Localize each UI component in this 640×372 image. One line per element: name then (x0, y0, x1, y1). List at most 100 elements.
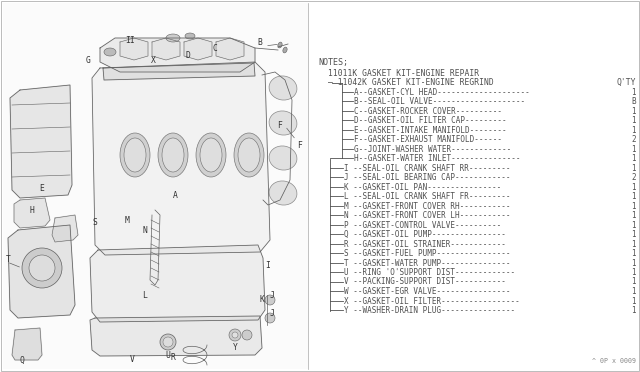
Text: Q'TY: Q'TY (616, 78, 636, 87)
Text: 2: 2 (632, 173, 636, 182)
Text: J: J (269, 291, 275, 299)
Ellipse shape (166, 34, 180, 42)
Text: 1: 1 (632, 164, 636, 173)
Text: W --GASKET-EGR VALVE----------------: W --GASKET-EGR VALVE---------------- (344, 287, 511, 296)
Text: N: N (143, 225, 147, 234)
Polygon shape (10, 85, 72, 198)
Text: L: L (143, 291, 147, 299)
Text: B: B (632, 97, 636, 106)
Text: B: B (257, 38, 262, 46)
Ellipse shape (124, 138, 146, 172)
Text: M: M (125, 215, 129, 224)
Text: 1: 1 (632, 221, 636, 230)
Polygon shape (103, 63, 255, 80)
Text: H--GASKET-WATER INLET---------------: H--GASKET-WATER INLET--------------- (354, 154, 520, 163)
Text: I --SEAL-OIL CRANK SHAFT RR---------: I --SEAL-OIL CRANK SHAFT RR--------- (344, 164, 511, 173)
Text: 1: 1 (632, 116, 636, 125)
Text: R --GASKET-OIL STRAINER------------: R --GASKET-OIL STRAINER------------ (344, 240, 506, 248)
Ellipse shape (269, 76, 297, 100)
Text: 1: 1 (632, 87, 636, 96)
Text: X --GASKET-OIL FILTER-----------------: X --GASKET-OIL FILTER----------------- (344, 296, 520, 305)
Polygon shape (216, 38, 244, 60)
Ellipse shape (269, 111, 297, 135)
Text: J --SEAL-OIL BEARING CAP------------: J --SEAL-OIL BEARING CAP------------ (344, 173, 511, 182)
Circle shape (163, 337, 173, 347)
Text: 1: 1 (632, 211, 636, 220)
Text: S --GASKET-FUEL PUMP----------------: S --GASKET-FUEL PUMP---------------- (344, 249, 511, 258)
Ellipse shape (200, 138, 222, 172)
Polygon shape (12, 328, 42, 360)
Circle shape (265, 313, 275, 323)
Text: 1: 1 (632, 154, 636, 163)
Text: — 11042K GASKET KIT-ENGINE REGRIND: — 11042K GASKET KIT-ENGINE REGRIND (328, 78, 493, 87)
Text: 2: 2 (632, 135, 636, 144)
Text: M --GASKET-FRONT COVER RH-----------: M --GASKET-FRONT COVER RH----------- (344, 202, 511, 211)
Text: 1: 1 (632, 202, 636, 211)
Ellipse shape (234, 133, 264, 177)
Text: E: E (40, 183, 44, 192)
Ellipse shape (283, 47, 287, 53)
Text: P --GASKET-CONTROL VALVE----------: P --GASKET-CONTROL VALVE---------- (344, 221, 501, 230)
Text: G: G (86, 55, 90, 64)
Text: D--GASKET-OIL FILTER CAP---------: D--GASKET-OIL FILTER CAP--------- (354, 116, 507, 125)
Text: E--GASKET-INTAKE MANIFOLD--------: E--GASKET-INTAKE MANIFOLD-------- (354, 125, 507, 135)
Text: K: K (260, 295, 264, 305)
Polygon shape (184, 38, 212, 60)
Text: T --GASKET-WATER PUMP---------------: T --GASKET-WATER PUMP--------------- (344, 259, 511, 267)
Text: 1: 1 (632, 192, 636, 201)
Ellipse shape (162, 138, 184, 172)
Text: 1: 1 (632, 268, 636, 277)
Circle shape (22, 248, 62, 288)
Text: II: II (125, 35, 135, 45)
Circle shape (232, 332, 238, 338)
Polygon shape (92, 62, 270, 255)
Text: Y: Y (232, 343, 237, 353)
Text: C: C (212, 44, 218, 52)
Circle shape (229, 329, 241, 341)
Polygon shape (120, 38, 148, 60)
Text: 11011K GASKET KIT-ENGINE REPAIR: 11011K GASKET KIT-ENGINE REPAIR (328, 68, 479, 77)
Text: F: F (298, 141, 303, 150)
Text: H: H (29, 205, 35, 215)
Ellipse shape (158, 133, 188, 177)
Text: F--GASKET-EXHAUST MANIFOLD------: F--GASKET-EXHAUST MANIFOLD------ (354, 135, 502, 144)
Text: A--GASKET-CYL HEAD--------------------: A--GASKET-CYL HEAD-------------------- (354, 87, 530, 96)
Text: 1: 1 (632, 183, 636, 192)
Text: 1: 1 (632, 296, 636, 305)
Text: V --PACKING-SUPPORT DIST-----------: V --PACKING-SUPPORT DIST----------- (344, 278, 506, 286)
Text: I: I (266, 260, 271, 269)
Circle shape (265, 295, 275, 305)
Text: 1: 1 (632, 125, 636, 135)
Ellipse shape (269, 146, 297, 170)
Polygon shape (52, 215, 78, 242)
Ellipse shape (269, 181, 297, 205)
Text: Y --WASHER-DRAIN PLUG----------------: Y --WASHER-DRAIN PLUG---------------- (344, 306, 515, 315)
Ellipse shape (238, 138, 260, 172)
Text: K --GASKET-OIL PAN----------------: K --GASKET-OIL PAN---------------- (344, 183, 501, 192)
Polygon shape (90, 245, 265, 322)
Text: V: V (129, 356, 134, 365)
Text: 1: 1 (632, 249, 636, 258)
Ellipse shape (278, 42, 282, 48)
Polygon shape (100, 38, 255, 72)
Text: ^ 0P x 0009: ^ 0P x 0009 (592, 358, 636, 364)
Text: J: J (269, 308, 275, 317)
Ellipse shape (120, 133, 150, 177)
Text: L --SEAL-OIL CRANK SHAFT FR---------: L --SEAL-OIL CRANK SHAFT FR--------- (344, 192, 511, 201)
Text: 1: 1 (632, 259, 636, 267)
Text: 1: 1 (632, 306, 636, 315)
Text: Q: Q (20, 356, 24, 365)
Ellipse shape (185, 33, 195, 39)
Text: Q --GASKET-OIL PUMP----------------: Q --GASKET-OIL PUMP---------------- (344, 230, 506, 239)
Text: X: X (150, 55, 156, 64)
Text: B--SEAL-OIL VALVE--------------------: B--SEAL-OIL VALVE-------------------- (354, 97, 525, 106)
Text: N --GASKET-FRONT COVER LH-----------: N --GASKET-FRONT COVER LH----------- (344, 211, 511, 220)
Text: R: R (171, 353, 175, 362)
Polygon shape (90, 316, 262, 356)
Text: C--GASKET-ROCKER COVER----------: C--GASKET-ROCKER COVER---------- (354, 106, 502, 115)
Text: T: T (6, 256, 10, 264)
Text: 1: 1 (632, 287, 636, 296)
Text: S: S (93, 218, 97, 227)
Text: 1: 1 (632, 230, 636, 239)
Text: U: U (166, 350, 170, 359)
